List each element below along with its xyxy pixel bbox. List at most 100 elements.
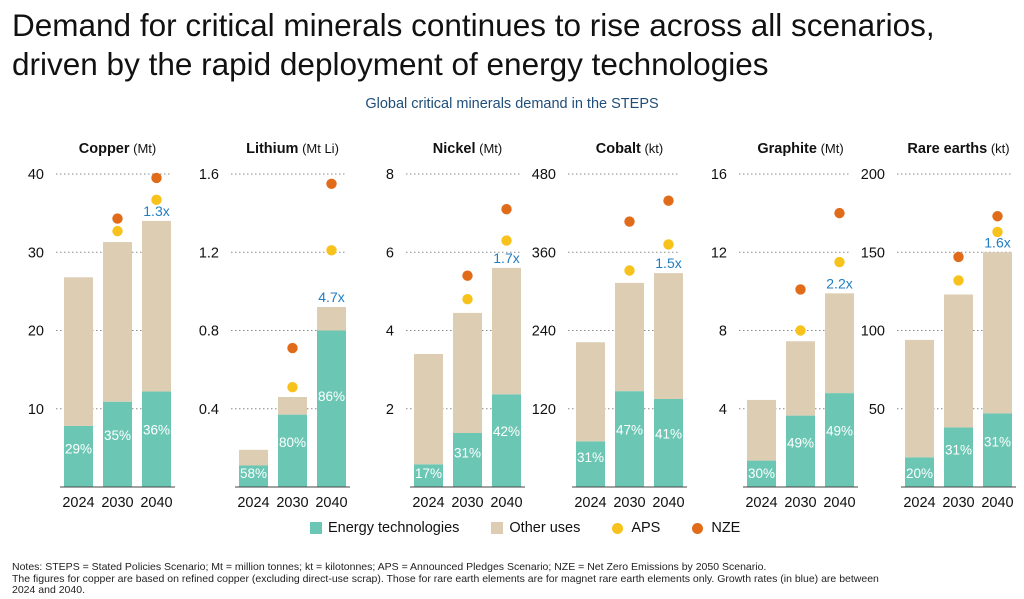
graphite-ytick-label: 12: [711, 245, 727, 261]
graphite-bar-other: [747, 399, 776, 461]
copper-aps-point: [151, 194, 162, 206]
lithium-ytick-label: 1.6: [199, 167, 219, 183]
lithium-nze-point: [287, 342, 298, 354]
cobalt-bar-energy: [576, 441, 605, 487]
cobalt-ytick-label: 480: [532, 167, 556, 183]
rare-earths-nze-point: [992, 211, 1003, 222]
lithium-xtick-label: 2030: [276, 495, 308, 511]
rare-earths-ytick-label: 100: [861, 324, 885, 340]
nickel-bar-other: [414, 353, 443, 465]
nickel-share-label: 17%: [415, 466, 442, 481]
lithium-xtick-label: 2024: [237, 495, 269, 511]
legend-label-nze: NZE: [711, 520, 741, 536]
cobalt-ytick-label: 120: [532, 402, 556, 418]
legend: Energy technologies Other uses APS NZE: [310, 518, 772, 538]
rare-earths-ytick-label: 200: [861, 167, 885, 183]
copper-share-label: 36%: [143, 422, 170, 437]
legend-item-nze: NZE: [692, 520, 740, 536]
copper-share-label: 35%: [104, 428, 131, 443]
copper-bar-energy: [142, 391, 171, 487]
graphite-panel-title: Graphite (Mt): [757, 141, 843, 157]
legend-swatch-energy: [310, 522, 322, 534]
nickel-nze-point: [462, 270, 473, 281]
headline-line-1: Demand for critical minerals continues t…: [12, 7, 935, 43]
cobalt-panel-title: Cobalt (kt): [596, 141, 664, 157]
lithium-ytick-label: 1.2: [199, 245, 219, 261]
lithium-nze-point: [326, 178, 337, 189]
cobalt-share-label: 47%: [616, 422, 643, 437]
notes-line-1: Notes: STEPS = Stated Policies Scenario;…: [12, 561, 767, 573]
legend-label-aps: APS: [631, 520, 661, 536]
lithium-bar-energy: [239, 465, 268, 487]
copper-bar-other: [103, 242, 132, 402]
lithium-aps-point: [287, 382, 298, 393]
copper-nze-point: [151, 172, 162, 184]
cobalt-ytick-label: 360: [532, 245, 556, 261]
nickel-xtick-label: 2040: [490, 495, 522, 511]
copper-bar-energy: [64, 425, 93, 487]
legend-item-aps: APS: [612, 520, 660, 536]
notes: Notes: STEPS = Stated Policies Scenario;…: [12, 561, 1017, 597]
nickel-ytick-label: 4: [386, 324, 394, 340]
legend-label-other: Other uses: [509, 520, 581, 536]
graphite-xtick-label: 2024: [745, 495, 777, 511]
copper-bar-other: [142, 220, 171, 392]
lithium-bar-other: [278, 397, 307, 415]
graphite-bar-energy: [747, 460, 776, 487]
lithium-growth-label: 4.7x: [318, 289, 344, 305]
copper-bar-energy: [103, 401, 132, 487]
legend-swatch-other: [491, 522, 504, 534]
graphite-bar-other: [786, 341, 815, 416]
legend-swatch-aps: [612, 522, 624, 534]
copper-ytick-label: 20: [28, 324, 44, 340]
graphite-nze-point: [834, 207, 845, 219]
rare-earths-xtick-label: 2030: [942, 495, 974, 511]
rare-earths-xtick-label: 2040: [981, 495, 1013, 511]
lithium-bar-other: [317, 307, 346, 331]
rare-earths-growth-label: 1.6x: [984, 234, 1010, 250]
rare-earths-xtick-label: 2024: [903, 495, 935, 511]
nickel-bar-other: [453, 312, 482, 434]
graphite-share-label: 30%: [748, 466, 775, 481]
rare-earths-nze-point: [953, 251, 964, 263]
cobalt-nze-point: [663, 195, 674, 206]
cobalt-nze-point: [624, 216, 635, 227]
cobalt-share-label: 41%: [655, 427, 682, 442]
lithium-panel-title: Lithium (Mt Li): [246, 141, 339, 157]
nickel-bar-energy: [414, 464, 443, 487]
cobalt-bar-energy: [615, 391, 644, 487]
nickel-xtick-label: 2030: [451, 495, 483, 511]
nickel-ytick-label: 2: [386, 402, 394, 418]
graphite-aps-point: [795, 325, 806, 336]
cobalt-xtick-label: 2040: [652, 495, 684, 511]
copper-growth-label: 1.3x: [143, 203, 169, 219]
graphite-bar-energy: [825, 393, 854, 487]
rare-earths-aps-point: [953, 275, 964, 286]
copper-panel-title: Copper (Mt): [79, 141, 156, 157]
graphite-bar-other: [825, 293, 854, 394]
rare-earths-panel-title: Rare earths (kt): [907, 141, 1009, 157]
copper-ytick-label: 40: [28, 167, 44, 183]
copper-ytick-label: 30: [28, 245, 44, 261]
graphite-ytick-label: 4: [719, 402, 727, 418]
lithium-ytick-label: 0.4: [199, 402, 219, 418]
cobalt-xtick-label: 2024: [574, 495, 606, 511]
rare-earths-share-label: 20%: [906, 466, 933, 481]
legend-swatch-nze: [692, 522, 704, 534]
rare-earths-bar-energy: [983, 413, 1012, 487]
copper-ytick-label: 10: [28, 402, 44, 418]
copper-xtick-label: 2030: [101, 495, 133, 511]
lithium-aps-point: [326, 245, 337, 256]
cobalt-growth-label: 1.5x: [655, 255, 681, 271]
cobalt-bar-other: [654, 273, 683, 399]
nickel-bar-energy: [492, 394, 521, 487]
rare-earths-bar-other: [944, 294, 973, 428]
graphite-xtick-label: 2030: [784, 495, 816, 511]
graphite-ytick-label: 16: [711, 167, 727, 183]
notes-line-2: The figures for copper are based on refi…: [12, 572, 879, 585]
rare-earths-bar-energy: [905, 457, 934, 487]
nickel-share-label: 31%: [454, 445, 481, 460]
graphite-share-label: 49%: [787, 436, 814, 451]
lithium-share-label: 58%: [240, 466, 267, 481]
